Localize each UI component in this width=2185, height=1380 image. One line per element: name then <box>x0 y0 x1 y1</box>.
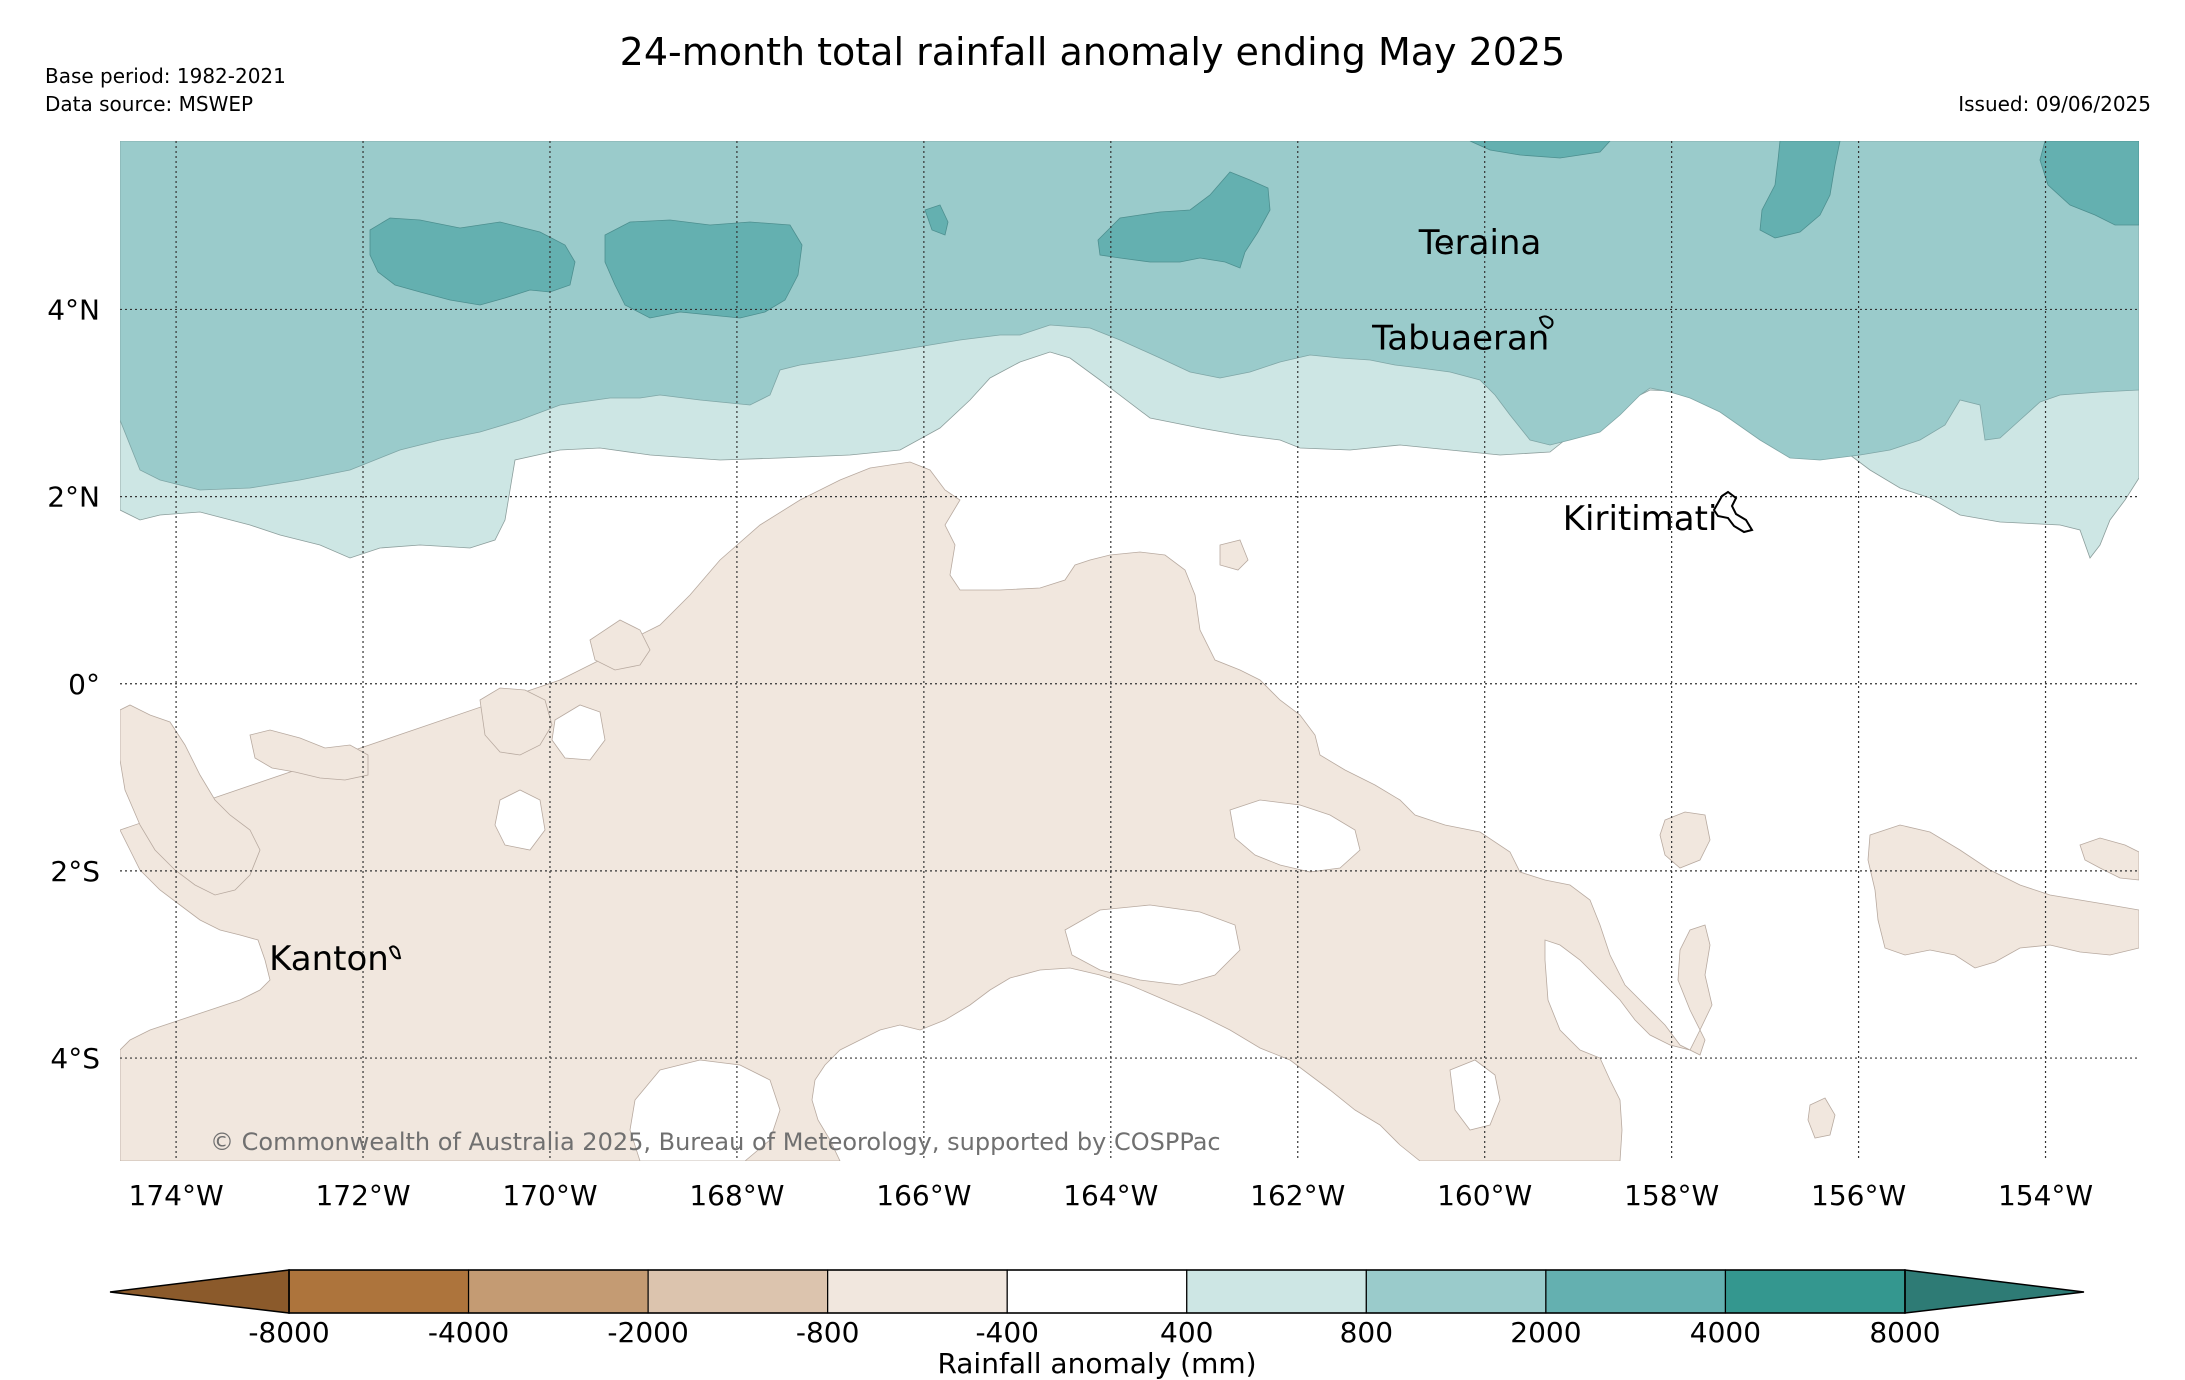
island-outline-kanton <box>388 945 402 960</box>
island-labels: Teraina Tabuaeran Kiritimati Kanton <box>269 223 1717 979</box>
normal-region-hole-b <box>551 704 606 761</box>
longitude-tick-label: 170°W <box>502 1179 597 1212</box>
anomaly-region-neg400-800-i <box>1219 539 1249 571</box>
colorbar: -8000 -4000 -2000 -800 -400 400 800 2000 4000 800… <box>109 1269 2085 1380</box>
colorbar-segment <box>827 1269 1008 1314</box>
island-label-tabuaeran: Tabuaeran <box>1371 318 1549 358</box>
colorbar-tick-label: 8000 <box>1869 1316 1940 1349</box>
colorbar-segment <box>1545 1269 1727 1314</box>
colorbar-tick-label: 4000 <box>1690 1316 1761 1349</box>
colorbar-extend-high <box>1904 1269 2085 1314</box>
island-outline-teraina <box>1445 245 1453 250</box>
data-source-label: Data source: MSWEP <box>45 92 254 116</box>
latitude-tick-label: 4°N <box>47 293 100 326</box>
island-outlines <box>388 245 1754 960</box>
map-area <box>120 141 2139 1161</box>
normal-region-hole-d <box>1064 904 1241 986</box>
colorbar-segment <box>1365 1269 1547 1314</box>
anomaly-region-neg400-800-main <box>120 461 1713 1161</box>
colorbar-tick-label: 800 <box>1340 1316 1393 1349</box>
latitude-tick-label: 4°S <box>50 1042 100 1075</box>
anomaly-fields <box>120 141 2139 1161</box>
issued-date-label: Issued: 09/06/2025 <box>1958 92 2151 116</box>
colorbar-segment <box>288 1269 470 1314</box>
anomaly-region-2000-4000-d <box>1469 141 1611 159</box>
anomaly-region-neg400-800-g <box>2079 837 2139 881</box>
colorbar-tick-label: -400 <box>975 1316 1039 1349</box>
base-period-label: Base period: 1982-2021 <box>45 64 286 88</box>
longitude-tick-label: 154°W <box>1998 1179 2093 1212</box>
latitude-labels: 4°N 2°N 0° 2°S 4°S <box>47 293 100 1075</box>
colorbar-tick-label: -2000 <box>607 1316 688 1349</box>
colorbar-outline <box>288 1269 1906 1314</box>
latitude-tick-label: 2°S <box>50 855 100 888</box>
longitude-tick-label: 174°W <box>129 1179 224 1212</box>
island-label-kanton: Kanton <box>269 939 389 979</box>
colorbar-tick-label: -800 <box>796 1316 860 1349</box>
longitude-tick-label: 160°W <box>1437 1179 1532 1212</box>
normal-region-hole-c <box>494 789 546 851</box>
normal-region-hole-e <box>629 1059 781 1161</box>
colorbar-tick-label: -8000 <box>248 1316 329 1349</box>
normal-region-hole-f <box>1449 1059 1501 1131</box>
copyright-notice: © Commonwealth of Australia 2025, Bureau… <box>210 1128 1221 1156</box>
latitude-tick-label: 2°N <box>47 481 100 514</box>
longitude-tick-label: 164°W <box>1063 1179 1158 1212</box>
island-label-kiritimati: Kiritimati <box>1563 499 1718 539</box>
map-title: 24-month total rainfall anomaly ending M… <box>619 30 1566 74</box>
anomaly-region-neg400-800-b <box>120 704 261 896</box>
longitude-tick-label: 172°W <box>315 1179 410 1212</box>
anomaly-region-neg400-800-e <box>1867 824 2139 969</box>
graticule <box>120 141 2139 1161</box>
colorbar-tick-label: 400 <box>1160 1316 1213 1349</box>
colorbar-segment <box>1186 1269 1367 1314</box>
anomaly-region-neg400-800-c <box>249 729 369 781</box>
anomaly-region-2000-4000-g <box>924 204 949 236</box>
island-label-teraina: Teraina <box>1418 223 1542 263</box>
colorbar-segment <box>1006 1269 1188 1314</box>
longitude-labels: 174°W 172°W 170°W 168°W 166°W 164°W 162°W 160°W… <box>129 1179 2094 1212</box>
colorbar-tick-labels: -8000 -4000 -2000 -800 -400 400 800 2000 4000 800… <box>248 1316 1940 1349</box>
longitude-tick-label: 158°W <box>1624 1179 1719 1212</box>
longitude-tick-label: 162°W <box>1250 1179 1345 1212</box>
longitude-tick-label: 168°W <box>689 1179 784 1212</box>
colorbar-segments <box>288 1269 1906 1314</box>
island-outline-kiritimati <box>1712 490 1754 534</box>
anomaly-region-neg400-800-f <box>1659 811 1711 869</box>
anomaly-region-2000-4000-e <box>1759 141 1841 239</box>
anomaly-region-2000-4000-f <box>2039 141 2139 226</box>
anomaly-region-neg400-800-j <box>589 619 651 671</box>
longitude-tick-label: 166°W <box>876 1179 971 1212</box>
colorbar-tick-label: 2000 <box>1510 1316 1581 1349</box>
island-outline-tabuaeran <box>1538 315 1554 330</box>
colorbar-segment <box>467 1269 649 1314</box>
colorbar-extend-low <box>109 1269 290 1314</box>
colorbar-label: Rainfall anomaly (mm) <box>937 1347 1256 1380</box>
anomaly-region-2000-4000-c <box>1097 171 1271 269</box>
colorbar-segment <box>1724 1269 1906 1314</box>
anomaly-region-2000-4000-b <box>604 219 803 319</box>
colorbar-tick-label: -4000 <box>428 1316 509 1349</box>
normal-region-hole-a <box>1229 799 1361 873</box>
longitude-tick-label: 156°W <box>1811 1179 1906 1212</box>
colorbar-segment <box>647 1269 829 1314</box>
latitude-tick-label: 0° <box>68 668 100 701</box>
anomaly-region-neg400-800-d <box>479 687 553 756</box>
anomaly-region-neg400-800-h <box>1807 1097 1836 1139</box>
